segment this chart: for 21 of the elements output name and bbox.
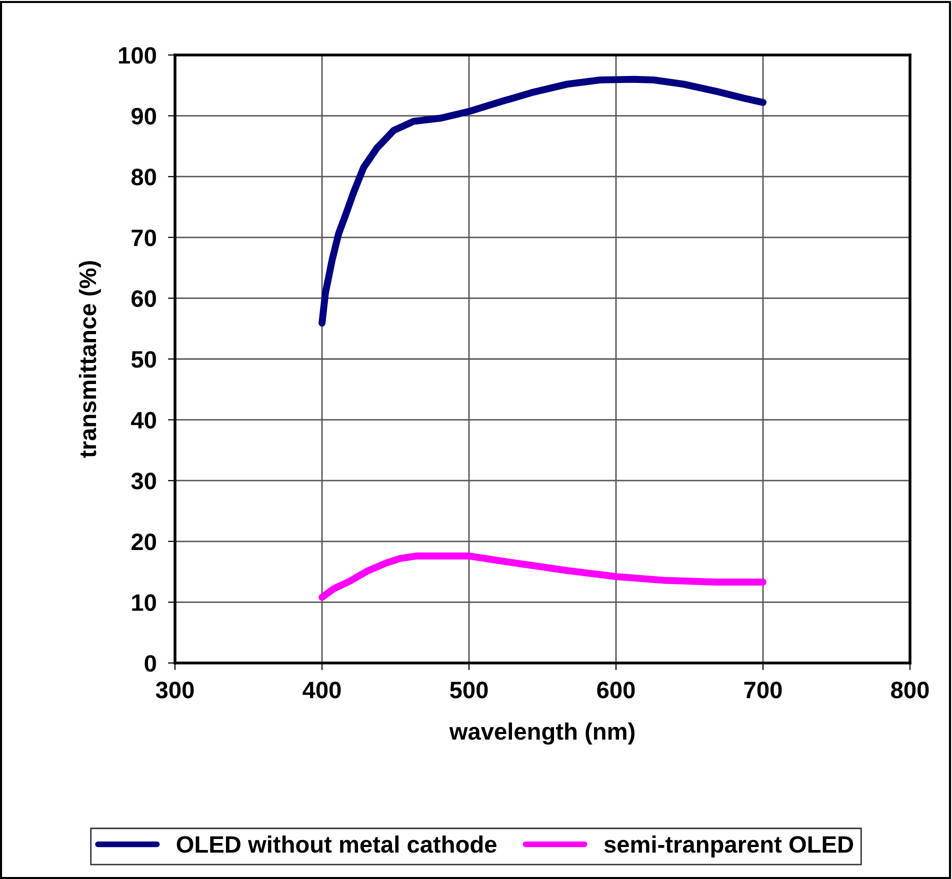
x-tick-label: 800 <box>891 682 929 698</box>
y-tick-label: 90 <box>132 108 156 125</box>
y-tick-label: 20 <box>132 533 156 550</box>
y-tick-label: 30 <box>131 472 156 490</box>
y-tick-label: 40 <box>131 412 156 429</box>
y-tick-label: 10 <box>132 594 156 611</box>
y-axis-title: transmittance (%) <box>78 261 101 458</box>
x-tick-label: 400 <box>302 682 341 698</box>
x-tick-label: 300 <box>156 682 194 698</box>
y-tick-label: 70 <box>132 229 156 246</box>
y-tick-label: 0 <box>144 655 156 672</box>
y-tick-label: 100 <box>119 47 156 64</box>
x-axis-title: wavelength (nm) <box>449 722 634 745</box>
y-tick-label: 50 <box>131 351 156 368</box>
x-tick-label: 600 <box>597 682 635 698</box>
x-tick-label: 500 <box>450 682 488 698</box>
y-tick-label: 80 <box>131 168 156 186</box>
legend-label: OLED without metal cathode <box>176 835 496 853</box>
x-tick-label: 700 <box>744 682 782 698</box>
y-tick-label: 60 <box>132 290 156 307</box>
legend-label: semi-tranparent OLED <box>604 835 854 858</box>
